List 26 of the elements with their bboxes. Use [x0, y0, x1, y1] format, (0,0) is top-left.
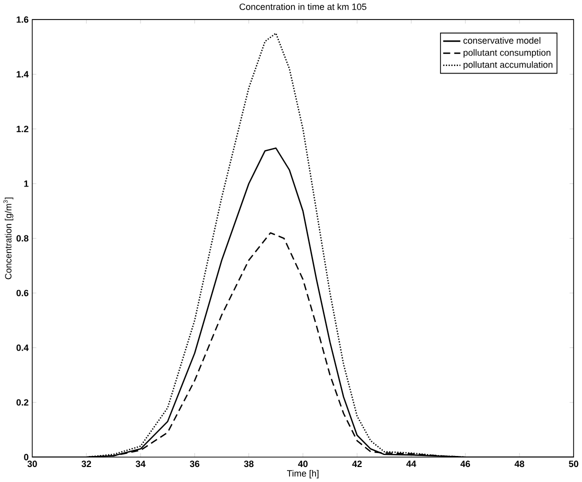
x-tick-label: 42: [352, 460, 362, 468]
legend-label: pollutant consumption: [464, 49, 550, 58]
y-tick-label: 0.6: [16, 290, 28, 296]
x-tick-label: 34: [136, 460, 146, 468]
y-tick-label: 0: [24, 454, 28, 460]
y-axis-title: Concentration [g/m$^{3}$]: [3, 198, 14, 280]
x-tick-label: 38: [244, 460, 254, 468]
y-tick-label: 1.4: [16, 71, 29, 78]
y-tick-label: 0.4: [16, 344, 29, 352]
chart-title: Concentration in time at km 105: [240, 3, 366, 10]
y-tick-label: 1.6: [16, 16, 28, 23]
y-tick-label: 0.2: [16, 399, 28, 406]
x-tick-label: 36: [190, 460, 200, 468]
y-tick-label: 1.2: [16, 126, 28, 132]
x-tick-label: 32: [82, 460, 92, 468]
x-tick-label: 46: [460, 460, 470, 468]
legend-label: conservative model: [463, 37, 540, 44]
x-tick-label: 40: [298, 460, 308, 468]
y-tick-label: 1: [24, 180, 28, 187]
x-tick-label: 48: [514, 460, 524, 468]
y-tick-label: 0.8: [16, 235, 28, 242]
x-tick-label: 30: [27, 460, 37, 468]
legend-label: pollutant accumulation: [464, 61, 552, 70]
x-tick-label: 50: [568, 460, 578, 468]
x-axis-title: Time [h]: [286, 470, 318, 479]
x-tick-label: 44: [406, 460, 416, 468]
